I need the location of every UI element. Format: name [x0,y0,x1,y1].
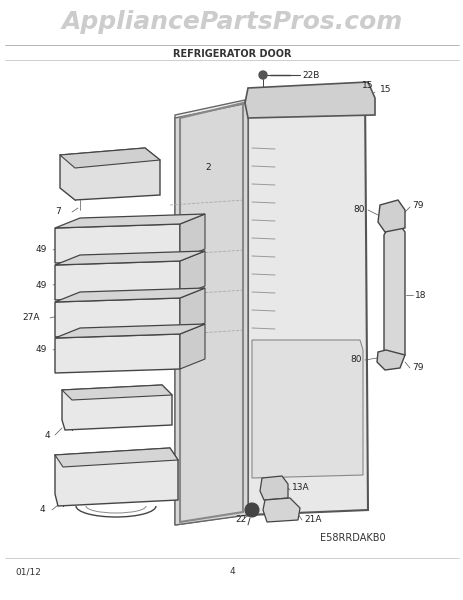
Text: E58RRDAKB0: E58RRDAKB0 [319,533,385,543]
Polygon shape [377,200,404,232]
Text: 22B: 22B [301,70,319,79]
Text: 79: 79 [411,364,423,373]
Polygon shape [180,251,205,296]
Polygon shape [55,214,205,228]
Text: REFRIGERATOR DOOR: REFRIGERATOR DOOR [172,49,291,59]
Polygon shape [175,100,244,525]
Text: 80: 80 [350,355,361,364]
Polygon shape [263,498,300,522]
Text: 01/12: 01/12 [15,568,41,577]
Polygon shape [383,225,404,362]
Polygon shape [180,214,205,259]
Text: 18: 18 [414,290,425,299]
Circle shape [244,503,258,517]
Polygon shape [60,148,160,168]
Text: 49: 49 [36,245,47,254]
Text: 15: 15 [379,85,391,94]
Polygon shape [55,324,205,338]
Polygon shape [180,324,205,369]
Polygon shape [55,288,205,302]
Polygon shape [55,298,180,337]
Text: 79: 79 [411,200,423,209]
Text: 4: 4 [229,568,234,577]
Polygon shape [55,334,180,373]
Polygon shape [259,476,288,500]
Circle shape [258,71,266,79]
Text: 4: 4 [40,505,45,514]
Polygon shape [62,385,172,400]
Polygon shape [55,448,178,467]
Text: 4: 4 [45,431,50,439]
Polygon shape [60,148,160,200]
Text: AppliancePartsPros.com: AppliancePartsPros.com [61,10,402,34]
Polygon shape [55,224,180,263]
Polygon shape [376,350,404,370]
Polygon shape [251,340,362,478]
Text: 2: 2 [205,163,210,173]
Polygon shape [175,103,247,525]
Polygon shape [247,88,367,515]
Polygon shape [55,448,178,506]
Polygon shape [55,261,180,300]
Polygon shape [180,288,205,333]
Text: 7: 7 [55,208,61,217]
Text: 22: 22 [234,515,246,524]
Text: 21A: 21A [303,515,321,524]
Text: 49: 49 [36,280,47,289]
Text: 49: 49 [36,346,47,355]
Text: 27A: 27A [22,313,39,323]
Text: 80: 80 [353,205,364,214]
Polygon shape [62,385,172,430]
Text: 13A: 13A [291,484,309,493]
Text: 15: 15 [361,80,373,89]
Polygon shape [244,82,374,118]
Polygon shape [55,251,205,265]
